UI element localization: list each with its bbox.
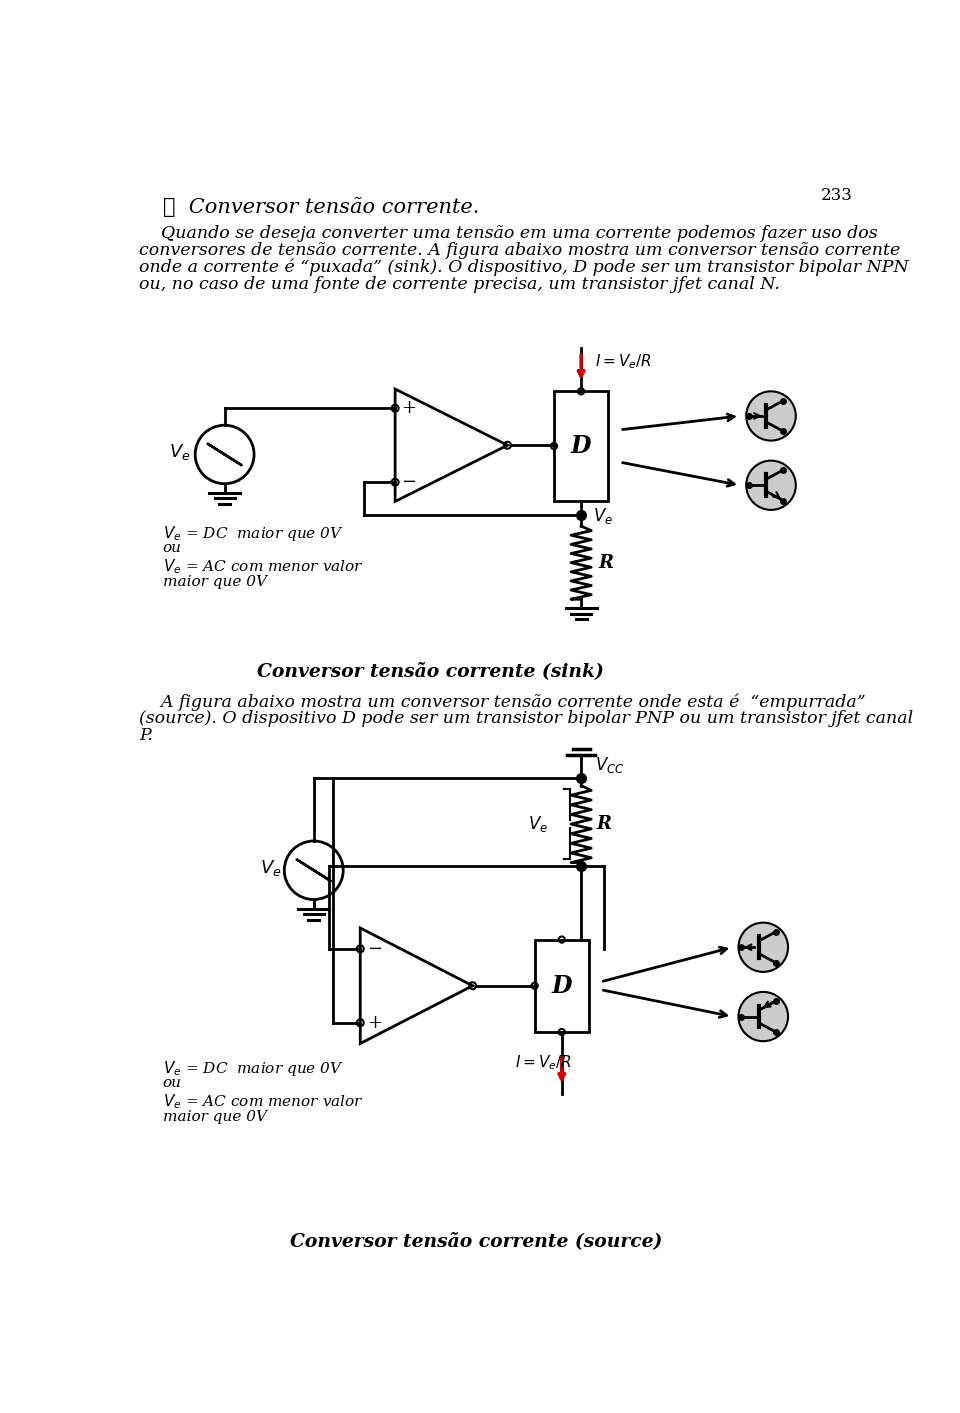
Text: $V_e$: $V_e$ [592,506,612,526]
Text: $V_e$ = DC  maior que 0V: $V_e$ = DC maior que 0V [162,1058,344,1078]
Bar [535,940,588,1031]
Text: P.: P. [139,728,154,745]
Text: $I = V_e/R$: $I = V_e/R$ [516,1054,572,1072]
Text: $V_e$ = AC com menor valor: $V_e$ = AC com menor valor [162,1092,364,1112]
Text: $V_e$ = AC com menor valor: $V_e$ = AC com menor valor [162,558,364,577]
Bar [554,391,609,500]
Text: R: R [596,815,612,834]
Circle shape [746,461,796,510]
Text: A figura abaixo mostra um conversor tensão corrente onde esta é  “empurrada”: A figura abaixo mostra um conversor tens… [139,694,866,711]
Text: −: − [367,940,382,958]
Text: −: − [401,473,417,492]
Text: onde a corrente é “puxada” (sink). O dispositivo, D pode ser um transistor bipol: onde a corrente é “puxada” (sink). O dis… [139,259,909,277]
Text: $V_e$: $V_e$ [169,442,190,462]
Text: +: + [367,1013,382,1031]
Circle shape [738,923,788,972]
Text: ou, no caso de uma fonte de corrente precisa, um transistor jfet canal N.: ou, no caso de uma fonte de corrente pre… [139,276,780,292]
Text: ou: ou [162,541,181,555]
Text: conversores de tensão corrente. A figura abaixo mostra um conversor tensão corre: conversores de tensão corrente. A figura… [139,242,900,259]
Text: 233: 233 [821,187,852,203]
Text: ou: ou [162,1075,181,1089]
Circle shape [746,391,796,441]
Text: Conversor tensão corrente (source): Conversor tensão corrente (source) [290,1232,662,1251]
Text: Quando se deseja converter uma tensão em uma corrente podemos fazer uso dos: Quando se deseja converter uma tensão em… [139,225,878,242]
Text: maior que 0V: maior que 0V [162,1109,267,1123]
Text: $I = V_e/R$: $I = V_e/R$ [595,353,652,372]
Text: $V_{CC}$: $V_{CC}$ [595,755,625,774]
Text: Conversor tensão corrente (sink): Conversor tensão corrente (sink) [256,663,604,681]
Text: $V_e$: $V_e$ [529,814,548,834]
Text: $V_e$: $V_e$ [260,858,282,877]
Text: ✓  Conversor tensão corrente.: ✓ Conversor tensão corrente. [162,196,479,216]
Text: $V_e$ = DC  maior que 0V: $V_e$ = DC maior que 0V [162,524,344,543]
Text: R: R [598,554,613,572]
Text: (source). O dispositivo D pode ser um transistor bipolar PNP ou um transistor jf: (source). O dispositivo D pode ser um tr… [139,711,914,728]
Circle shape [738,992,788,1041]
Text: D: D [551,974,572,998]
Text: D: D [571,434,591,458]
Text: maior que 0V: maior que 0V [162,575,267,589]
Text: +: + [401,400,417,417]
